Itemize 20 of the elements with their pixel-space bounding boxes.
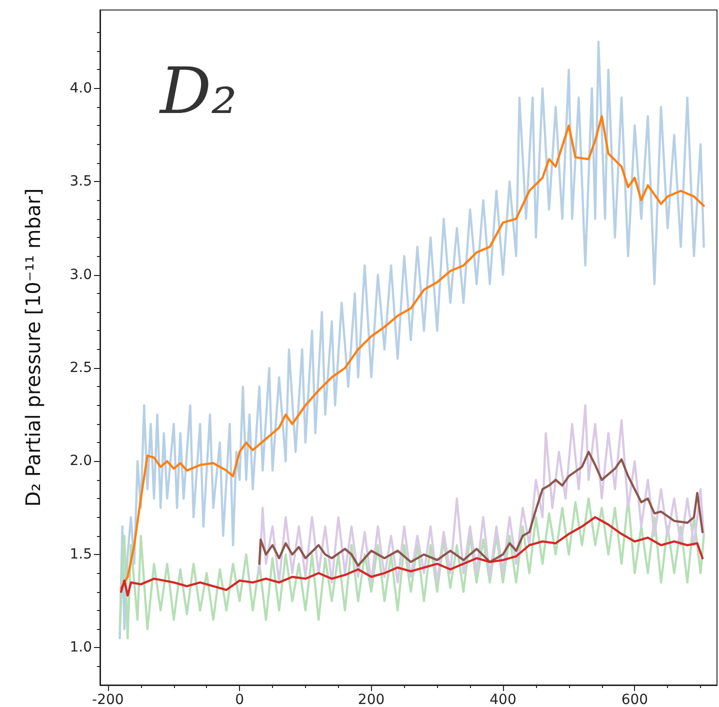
x-tick-label: 600 [621, 692, 648, 707]
x-tick-label: 200 [358, 692, 385, 707]
line-series [258, 404, 705, 584]
y-tick-label: 2.5 [70, 360, 92, 376]
y-tick-label: 1.5 [70, 546, 92, 562]
y-tick-label: 2.0 [70, 453, 92, 470]
x-tick-label: 400 [490, 692, 516, 707]
line-series [118, 40, 705, 640]
x-tick-label: 0 [235, 692, 244, 707]
annotation: D₂ [159, 55, 237, 129]
line-series [120, 516, 704, 597]
y-tick-label: 3.0 [70, 266, 92, 283]
y-axis-title: D₂ Partial pressure [10⁻¹¹ mbar] [21, 188, 45, 507]
line-series [258, 450, 704, 567]
y-tick-label: 4.0 [70, 80, 92, 96]
line-series [120, 115, 705, 590]
y-tick-label: 1.0 [70, 640, 92, 656]
y-tick-label: 3.5 [70, 174, 92, 190]
x-tick-label: -200 [92, 692, 124, 707]
line-series [118, 497, 705, 640]
